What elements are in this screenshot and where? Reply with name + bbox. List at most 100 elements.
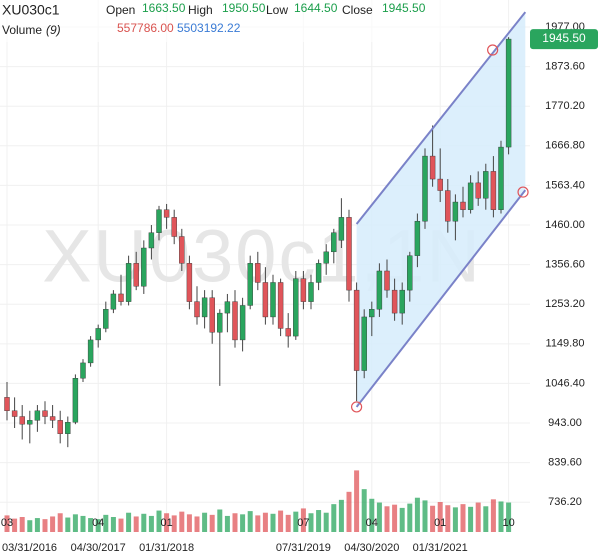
x-tick-label: 04 <box>92 517 104 529</box>
candle-body <box>201 297 208 318</box>
candle-body <box>331 232 337 253</box>
x-tick-label: 10 <box>502 517 514 529</box>
candle-body <box>308 282 314 302</box>
volume-bar <box>278 510 284 532</box>
channel-marker <box>487 44 499 56</box>
candle-body <box>445 190 451 222</box>
y-tick-label: 943.00 <box>548 417 582 429</box>
candle-body <box>163 209 170 218</box>
volume-bar <box>118 518 124 532</box>
candle-body <box>467 182 474 210</box>
candle-body <box>11 410 18 417</box>
volume-bar <box>42 519 48 532</box>
volume-bar <box>80 515 86 532</box>
candle-body <box>490 171 497 210</box>
candle-body <box>315 263 322 283</box>
candle-body <box>353 289 360 371</box>
candle-body <box>49 416 56 421</box>
candle-body <box>270 282 276 318</box>
volume-bar <box>369 498 375 532</box>
channel-line <box>355 189 527 408</box>
candle-body <box>19 416 25 425</box>
volume-bar <box>323 512 329 532</box>
candle-body <box>460 201 466 210</box>
volume-bar <box>103 514 109 532</box>
channel-marker <box>517 186 529 198</box>
y-tick-label: 1460.00 <box>545 219 585 231</box>
ohlc-label: Close <box>342 3 373 17</box>
ohlc-label: Open <box>106 3 135 17</box>
y-tick-label: 1873.60 <box>545 61 585 73</box>
volume-bar <box>422 500 428 532</box>
volume-bar <box>232 513 238 532</box>
candle-body <box>103 309 109 329</box>
candle-body <box>300 278 307 302</box>
volume-bar <box>452 507 458 532</box>
y-tick-label: 839.60 <box>548 457 582 469</box>
volume-bar <box>57 513 63 532</box>
volume-bar <box>498 501 504 532</box>
candle-body <box>293 278 299 337</box>
volume-bar <box>255 515 261 532</box>
channel-marker <box>351 401 363 413</box>
candle-body <box>414 220 421 256</box>
volume-bar <box>475 502 481 532</box>
x-tick-label: 04 <box>366 517 378 529</box>
volume-bar <box>430 505 436 532</box>
volume-bar <box>4 515 10 532</box>
candle-body <box>4 397 10 411</box>
x-tick-label: 01 <box>434 517 446 529</box>
volume-bar <box>445 505 451 532</box>
volume-bar <box>27 520 33 532</box>
volume-bar <box>224 515 230 532</box>
y-tick-label: 1253.20 <box>545 298 585 310</box>
volume-bar <box>331 504 337 532</box>
candle-body <box>338 217 345 241</box>
volume-bar <box>164 513 170 532</box>
candle-body <box>399 289 405 314</box>
volume-period: (9) <box>46 23 61 37</box>
candle-body <box>133 263 139 287</box>
x-date-label: 01/31/2018 <box>139 542 194 554</box>
volume-bar <box>247 511 253 532</box>
candle-body <box>141 247 147 287</box>
volume-bar <box>240 514 246 532</box>
candle-body <box>346 217 352 291</box>
volume-bar <box>437 502 443 532</box>
candle-body <box>217 312 223 333</box>
volume-bar <box>202 512 208 532</box>
candle-body <box>475 182 481 199</box>
candle-body <box>429 155 436 180</box>
candle-body <box>80 362 86 379</box>
x-date-label: 04/30/2020 <box>344 542 399 554</box>
volume-bar <box>72 514 78 532</box>
x-tick-label: 01 <box>160 517 172 529</box>
x-tick-label: 07 <box>297 517 309 529</box>
volume-bar <box>126 512 132 532</box>
candle-body <box>34 410 41 421</box>
x-date-label: 07/31/2019 <box>276 542 331 554</box>
volume-bar <box>19 517 25 532</box>
volume-bar <box>148 515 154 532</box>
volume-bar <box>354 470 360 532</box>
candle-body <box>376 270 383 310</box>
header-bg <box>0 0 460 42</box>
candle-body <box>262 282 269 318</box>
volume-bar <box>141 513 147 532</box>
candle-body <box>277 282 284 329</box>
y-tick-label: 1563.40 <box>545 179 585 191</box>
channel-fill <box>356 12 526 407</box>
candle-body <box>323 251 329 264</box>
candle-body <box>361 316 367 371</box>
volume-bar <box>50 516 56 532</box>
x-date-label: 04/30/2017 <box>71 542 126 554</box>
volume-bar <box>133 516 139 532</box>
volume-bar <box>110 517 116 532</box>
candle-body <box>156 209 162 233</box>
candle-body <box>179 236 185 264</box>
candle-body <box>452 201 459 222</box>
volume-bar <box>407 503 413 532</box>
candle-body <box>285 328 291 337</box>
volume-bar <box>270 513 276 532</box>
